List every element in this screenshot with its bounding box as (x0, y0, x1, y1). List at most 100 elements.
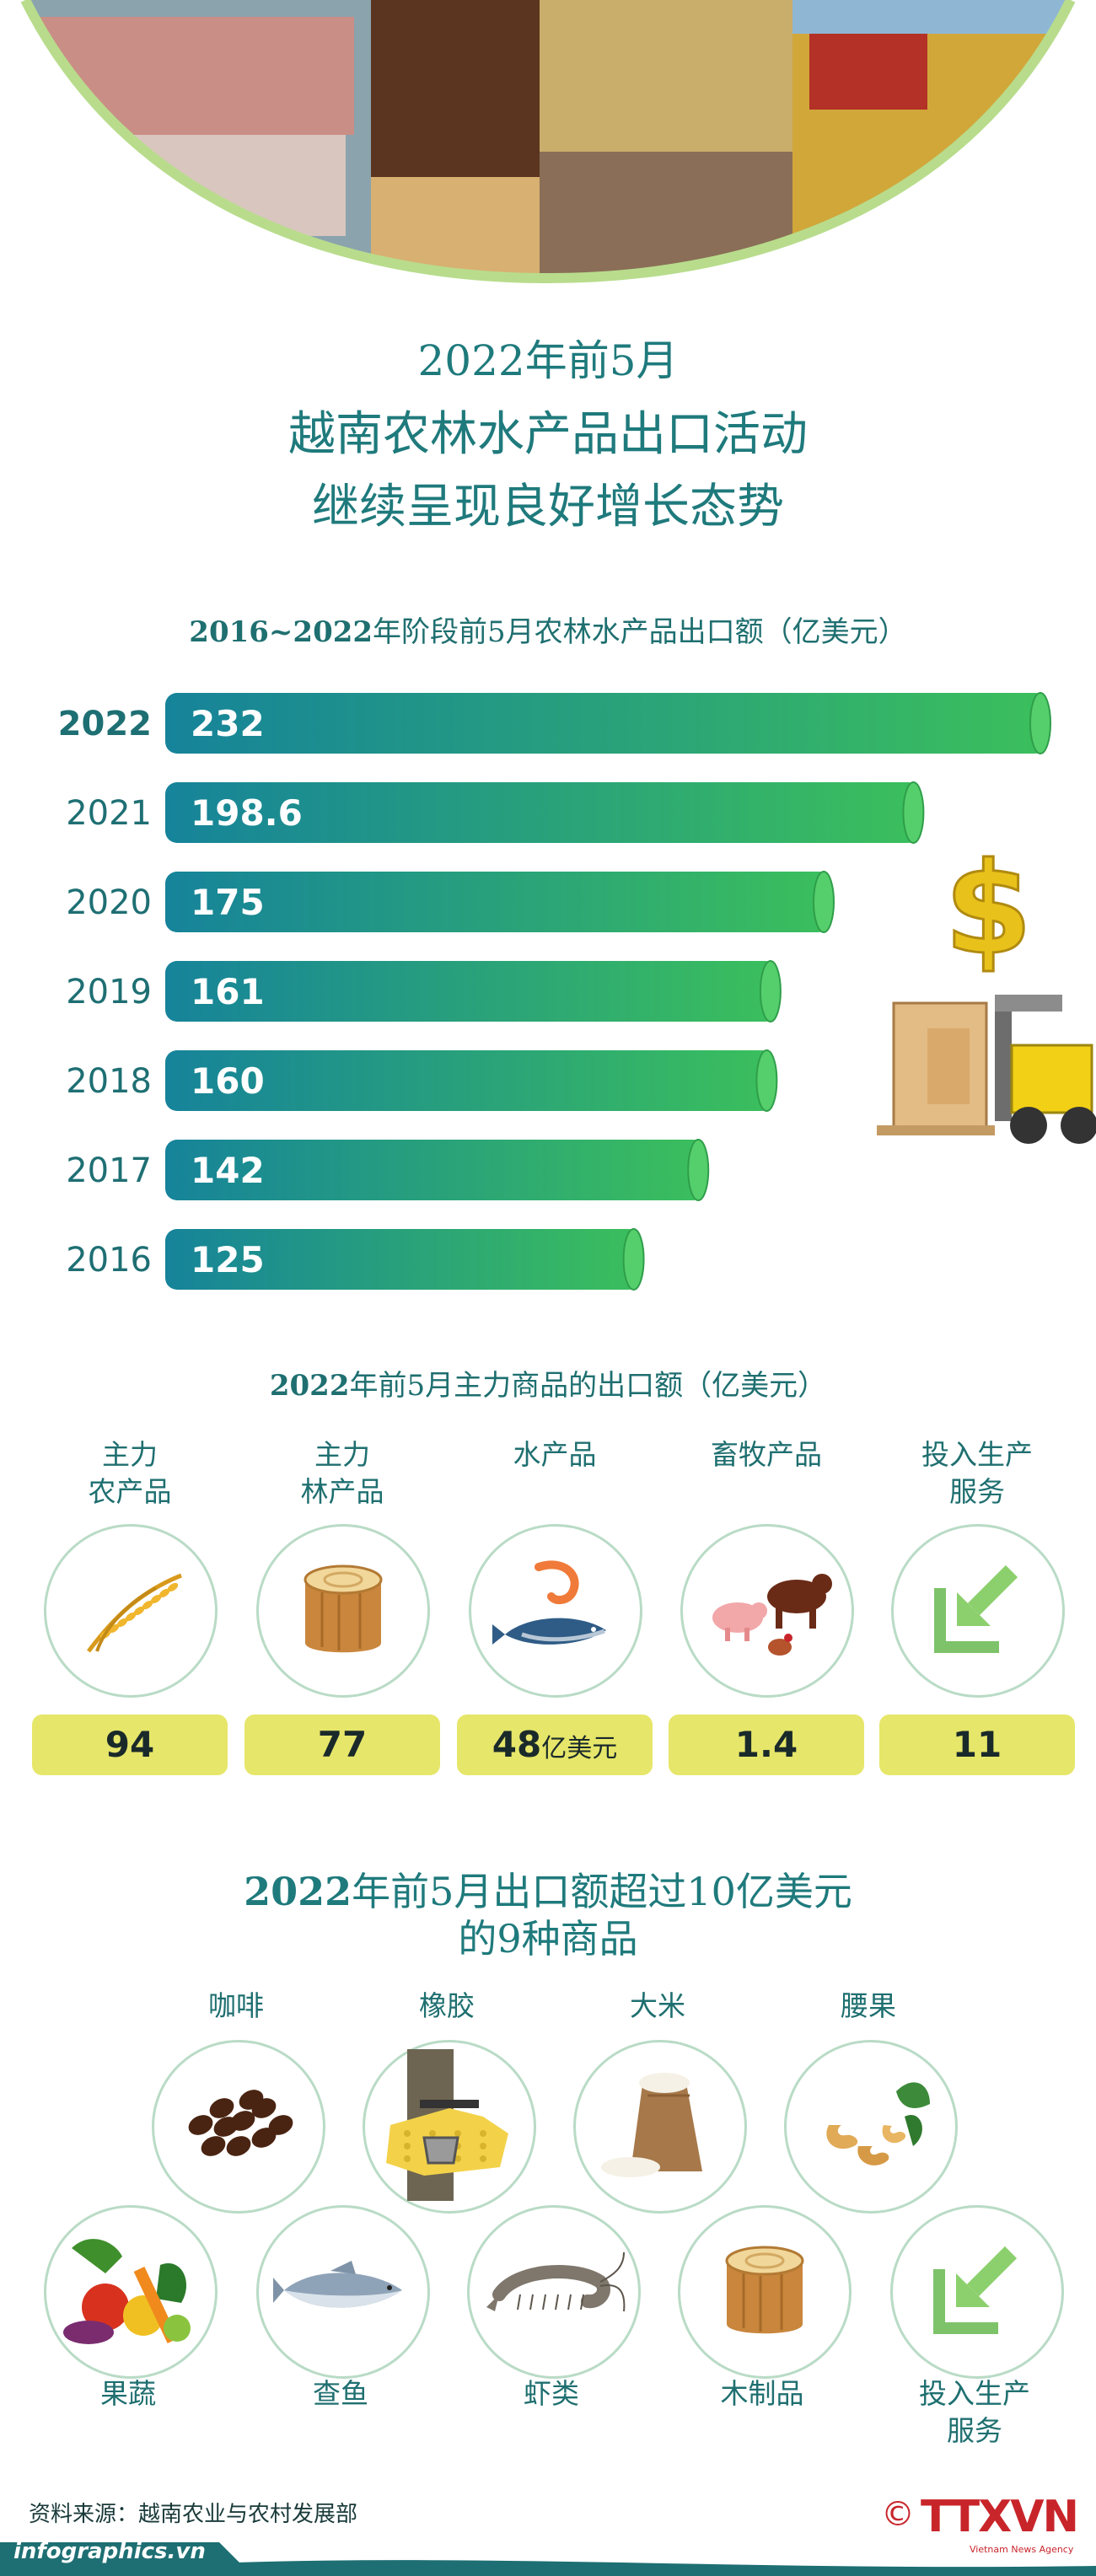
coffee-icon (175, 2074, 302, 2179)
bar-cap (902, 781, 925, 844)
bar-year-label: 2021 (66, 794, 152, 833)
category-value: 77 (317, 1724, 368, 1765)
category-value: 1.4 (734, 1724, 798, 1765)
rubber-icon (373, 2049, 525, 2204)
bar-cap (1029, 692, 1051, 754)
bar-cap (755, 1049, 778, 1112)
title-line-1: 2022年前5月 (417, 336, 679, 385)
product-label-line-1: 大米 (630, 1989, 685, 2022)
category-value-pill: 94 (32, 1715, 228, 1775)
category-icon-circle (891, 1524, 1065, 1698)
product-label: 投入生产 服务 (873, 2375, 1076, 2450)
category-label: 投入生产 服务 (876, 1436, 1078, 1511)
product-label-line-1: 木制品 (720, 2377, 804, 2410)
category-label-line-2: 农产品 (88, 1475, 172, 1508)
seafood-icon (488, 1550, 623, 1672)
bar (165, 872, 831, 932)
category-value: 94 (105, 1724, 155, 1765)
cashew-icon (803, 2066, 938, 2187)
category-icon-circle (680, 1524, 854, 1698)
nine-goods-heading-text: 年前5月出口额超过10亿美元 (352, 1869, 852, 1914)
category-value-pill: 77 (244, 1715, 440, 1775)
bar (165, 1229, 641, 1290)
product-label-line-1: 橡胶 (419, 1989, 475, 2022)
product-label: 大米 (556, 1988, 759, 2025)
footer-band (0, 2537, 1096, 2576)
bar-value-label: 232 (191, 703, 265, 744)
category-icon-circle (469, 1524, 642, 1698)
bar (165, 1140, 706, 1200)
category-icon-circle (256, 1524, 430, 1698)
nine-goods-heading-line-1: 2022年前5月出口额超过10亿美元 (0, 1861, 1096, 1917)
chart-heading-text: 年阶段前5月农林水产品出口额（亿美元） (373, 615, 907, 649)
category-label-line-2: 服务 (949, 1475, 1005, 1508)
product-icon-circle (678, 2205, 852, 2379)
category-value: 48 (492, 1724, 542, 1765)
bar-year-label: 2017 (66, 1151, 152, 1190)
category-label-line-1: 水产品 (513, 1438, 597, 1471)
product-label-line-2: 服务 (947, 2414, 1002, 2447)
category-value-pill: 1.4 (669, 1715, 864, 1775)
wood-product-icon (710, 2235, 819, 2348)
title-line-2: 越南农林水产品出口活动 (288, 407, 808, 462)
product-icon-circle (890, 2205, 1064, 2379)
bar-cap (687, 1139, 710, 1201)
nine-goods-heading-line-2: 的9种商品 (458, 1916, 638, 1962)
chart-heading-years: 2016~2022 (189, 615, 373, 649)
shrimp-icon (482, 2244, 626, 2340)
product-label: 查鱼 (239, 2375, 442, 2412)
category-value: 11 (952, 1724, 1002, 1765)
category-label-line-1: 主力 (102, 1438, 158, 1471)
bar-year-label: 2018 (66, 1062, 152, 1101)
vegetables-icon (55, 2223, 207, 2361)
product-label: 腰果 (767, 1988, 970, 2025)
svg-text:$: $ (944, 836, 1032, 983)
source-note: 资料来源：越南农业与农村发展部 (29, 2502, 358, 2527)
category-label-line-1: 畜牧产品 (711, 1438, 822, 1471)
bar-value-label: 198.6 (191, 792, 303, 834)
ttxvn-logo: TTXVN (921, 2492, 1079, 2542)
export-bar-chart: 2022 232 2021 198.6 2020 175 2019 161 2018 160 201… (58, 692, 1096, 1291)
product-label-line-1: 腰果 (841, 1989, 896, 2022)
bar (165, 782, 921, 843)
bar-value-label: 175 (191, 882, 265, 923)
category-label-line-1: 投入生产 (921, 1438, 1033, 1471)
category-value-pill: 48亿美元 (457, 1715, 653, 1775)
product-icon-circle (256, 2205, 430, 2379)
product-icon-circle (573, 2040, 747, 2214)
rice-sack-icon (597, 2062, 723, 2192)
ttxvn-logo-sub: Vietnam News Agency (970, 2544, 1074, 2555)
bar-value-label: 125 (191, 1239, 265, 1280)
category-label: 水产品 (454, 1436, 656, 1473)
rice-icon (72, 1550, 190, 1672)
product-icon-circle (363, 2040, 536, 2214)
copyright-symbol: © (881, 2495, 915, 2534)
product-icon-circle (467, 2205, 641, 2379)
nine-goods-heading-year: 2022 (244, 1869, 352, 1914)
category-icon-circle (44, 1524, 218, 1698)
product-label: 木制品 (661, 2375, 863, 2412)
product-label-line-1: 虾类 (524, 2377, 579, 2410)
forklift-dollar-icon: $ (877, 835, 1096, 1144)
category-label-line-2: 林产品 (300, 1475, 384, 1508)
bar-value-label: 160 (191, 1060, 265, 1102)
product-icon-circle (152, 2040, 325, 2214)
bar-cap (622, 1228, 645, 1291)
bar-cap (813, 871, 835, 933)
product-label-line-1: 果蔬 (100, 2377, 156, 2410)
category-label-line-1: 主力 (314, 1438, 370, 1471)
main-goods-heading-year: 2022 (269, 1369, 350, 1403)
bar-year-label: 2022 (58, 705, 152, 743)
product-label-line-1: 投入生产 (919, 2377, 1030, 2410)
main-goods-heading: 2022年前5月主力商品的出口额（亿美元） (0, 1362, 1096, 1403)
main-goods-heading-text: 年前5月主力商品的出口额（亿美元） (349, 1369, 827, 1403)
bar (165, 961, 777, 1022)
product-icon-circle (44, 2205, 218, 2379)
site-link[interactable]: infographics.vn (13, 2539, 206, 2564)
input-arrow-icon (927, 1559, 1029, 1663)
product-label: 咖啡 (135, 1988, 337, 2025)
input-arrow-icon (927, 2240, 1028, 2344)
bar-value-label: 161 (191, 971, 265, 1012)
title-line-3: 继续呈现良好增长态势 (312, 480, 784, 534)
pangasius-icon (271, 2244, 415, 2340)
